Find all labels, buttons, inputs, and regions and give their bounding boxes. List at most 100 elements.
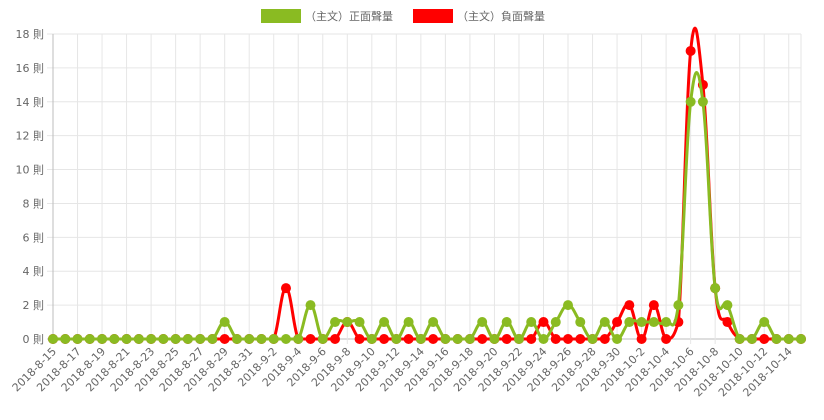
data-point[interactable] — [648, 317, 659, 328]
data-point[interactable] — [673, 300, 684, 311]
data-point[interactable] — [379, 334, 390, 344]
data-point[interactable] — [219, 317, 230, 328]
data-point[interactable] — [489, 334, 500, 344]
data-point[interactable] — [550, 317, 561, 328]
data-point[interactable] — [121, 334, 132, 344]
data-point[interactable] — [550, 334, 561, 344]
data-point[interactable] — [415, 334, 426, 344]
data-point[interactable] — [354, 334, 365, 344]
data-point[interactable] — [722, 317, 733, 328]
data-point[interactable] — [330, 317, 341, 328]
data-point[interactable] — [661, 317, 672, 328]
data-point[interactable] — [759, 334, 770, 344]
data-point[interactable] — [379, 317, 390, 328]
data-point[interactable] — [403, 317, 414, 328]
data-point[interactable] — [72, 334, 83, 344]
data-point[interactable] — [195, 334, 206, 344]
legend-label[interactable]: （主文）負面聲量 — [457, 9, 545, 23]
y-tick-label: 8 則 — [23, 197, 45, 210]
data-point[interactable] — [170, 334, 181, 344]
data-point[interactable] — [722, 300, 733, 311]
data-point[interactable] — [612, 317, 623, 328]
data-point[interactable] — [575, 317, 586, 328]
data-point[interactable] — [538, 317, 549, 328]
data-point[interactable] — [391, 334, 402, 344]
data-point[interactable] — [109, 334, 120, 344]
data-point[interactable] — [60, 334, 71, 344]
data-point[interactable] — [661, 334, 672, 344]
data-point[interactable] — [783, 334, 794, 344]
data-point[interactable] — [305, 300, 316, 311]
data-point[interactable] — [133, 334, 144, 344]
legend-swatch[interactable] — [413, 9, 453, 23]
y-tick-label: 12 則 — [16, 130, 45, 143]
series-0 — [48, 71, 806, 344]
data-point[interactable] — [244, 334, 255, 344]
y-tick-label: 10 則 — [16, 164, 45, 177]
y-tick-label: 4 則 — [23, 265, 45, 278]
data-point[interactable] — [477, 334, 488, 344]
data-point[interactable] — [697, 96, 708, 107]
data-point[interactable] — [256, 334, 267, 344]
data-point[interactable] — [280, 334, 291, 344]
y-tick-label: 18 則 — [16, 28, 45, 41]
y-tick-label: 6 則 — [23, 231, 45, 244]
data-point[interactable] — [759, 317, 770, 328]
data-point[interactable] — [280, 283, 291, 294]
data-point[interactable] — [685, 96, 696, 107]
data-point[interactable] — [317, 334, 328, 344]
data-point[interactable] — [563, 334, 574, 344]
data-point[interactable] — [734, 334, 745, 344]
data-point[interactable] — [612, 334, 623, 344]
data-point[interactable] — [268, 334, 279, 344]
data-point[interactable] — [501, 334, 512, 344]
data-point[interactable] — [464, 334, 475, 344]
data-point[interactable] — [440, 334, 451, 344]
data-point[interactable] — [182, 334, 193, 344]
data-point[interactable] — [636, 317, 647, 328]
data-point[interactable] — [428, 334, 439, 344]
data-point[interactable] — [587, 334, 598, 344]
data-point[interactable] — [428, 317, 439, 328]
data-point[interactable] — [366, 334, 377, 344]
series-line — [53, 26, 801, 341]
data-point[interactable] — [231, 334, 242, 344]
legend-label[interactable]: （主文）正面聲量 — [305, 9, 393, 23]
data-point[interactable] — [575, 334, 586, 344]
data-point[interactable] — [207, 334, 218, 344]
data-point[interactable] — [513, 334, 524, 344]
data-point[interactable] — [48, 334, 58, 344]
data-point[interactable] — [158, 334, 169, 344]
data-point[interactable] — [746, 334, 757, 344]
data-point[interactable] — [624, 317, 635, 328]
data-point[interactable] — [452, 334, 463, 344]
data-point[interactable] — [146, 334, 157, 344]
data-point[interactable] — [526, 317, 537, 328]
data-point[interactable] — [599, 334, 610, 344]
data-point[interactable] — [97, 334, 108, 344]
data-point[interactable] — [538, 334, 549, 344]
data-point[interactable] — [403, 334, 414, 344]
data-point[interactable] — [563, 300, 574, 311]
data-point[interactable] — [685, 45, 696, 56]
data-point[interactable] — [526, 334, 537, 344]
data-point[interactable] — [796, 334, 806, 344]
data-point[interactable] — [501, 317, 512, 328]
data-point[interactable] — [710, 283, 721, 294]
data-point[interactable] — [771, 334, 782, 344]
data-point[interactable] — [354, 317, 365, 328]
data-point[interactable] — [624, 300, 635, 311]
data-point[interactable] — [219, 334, 230, 344]
data-point[interactable] — [477, 317, 488, 328]
data-point[interactable] — [636, 334, 647, 344]
data-point[interactable] — [330, 334, 341, 344]
data-point[interactable] — [293, 334, 304, 344]
data-point[interactable] — [84, 334, 95, 344]
data-point[interactable] — [305, 334, 316, 344]
data-point[interactable] — [599, 317, 610, 328]
legend-swatch[interactable] — [261, 9, 301, 23]
data-point[interactable] — [342, 317, 353, 328]
y-tick-label: 14 則 — [16, 96, 45, 109]
data-point[interactable] — [648, 300, 659, 311]
